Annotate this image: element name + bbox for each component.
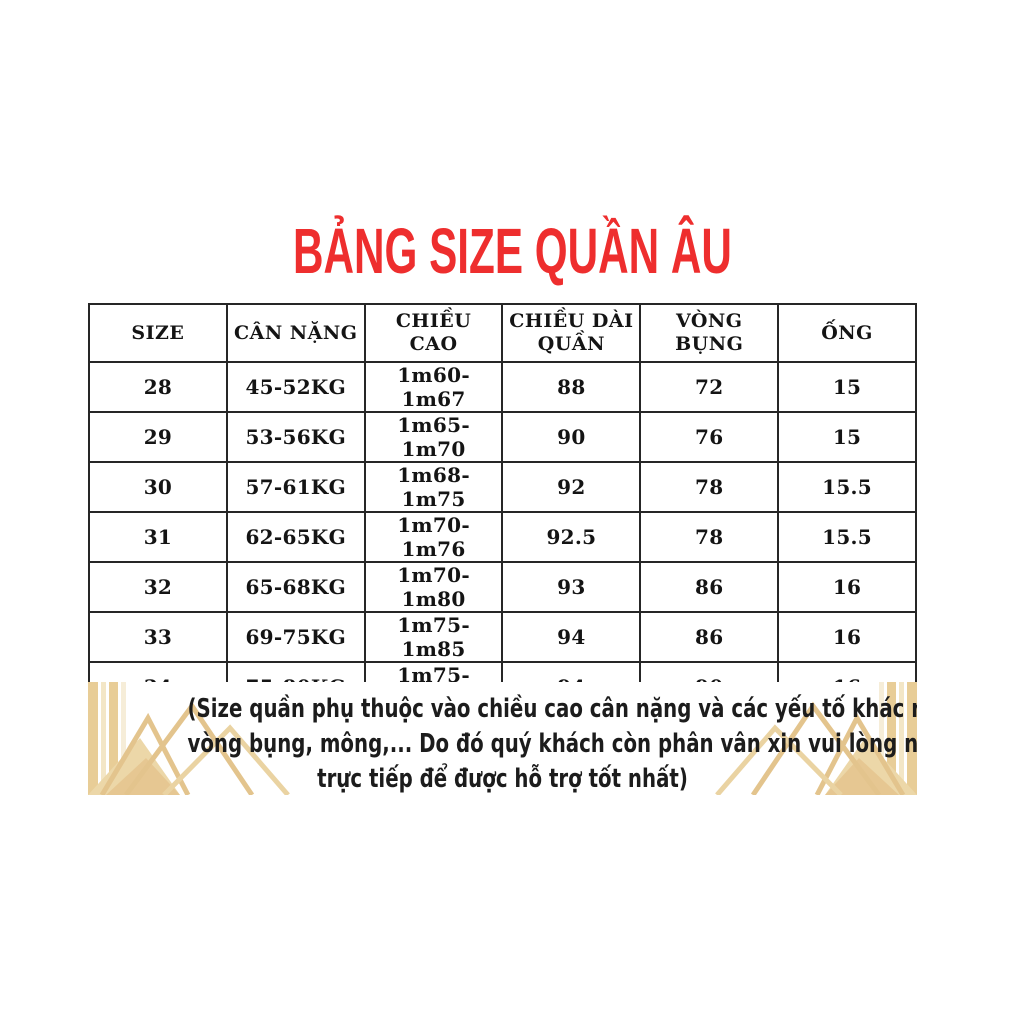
table-cell: 33 (88, 611, 228, 663)
table-row: 30 57-61KG 1m68-1m75 92 78 15.5 (88, 461, 917, 513)
table-cell: 16 (777, 611, 917, 663)
table-cell: 15.5 (777, 461, 917, 513)
header-cell-pant-length: CHIỀU DÀI QUẦN (501, 303, 642, 363)
gold-ornament-left-icon (88, 682, 290, 795)
page-title: BẢNG SIZE QUẦN ÂU (292, 215, 732, 287)
table-cell: 16 (777, 561, 917, 613)
table-row: 32 65-68KG 1m70-1m80 93 86 16 (88, 561, 917, 613)
page-title-wrap: BẢNG SIZE QUẦN ÂU (0, 216, 1024, 286)
note-band: (Size quần phụ thuộc vào chiều cao cân n… (88, 682, 917, 795)
size-note-line: trực tiếp để được hỗ trợ tốt nhất) (317, 764, 688, 794)
table-cell: 72 (639, 361, 780, 413)
table-cell: 86 (639, 561, 780, 613)
size-note-line: (Size quần phụ thuộc vào chiều cao cân n… (187, 694, 917, 724)
size-table: SIZE CÂN NẶNG CHIỀU CAO CHIỀU DÀI QUẦN V… (88, 303, 917, 713)
table-cell: 92 (501, 461, 642, 513)
table-cell: 15 (777, 361, 917, 413)
table-cell: 29 (88, 411, 228, 463)
table-cell: 93 (501, 561, 642, 613)
size-note-line: vòng bụng, mông,... Do đó quý khách còn … (187, 729, 917, 759)
table-cell: 1m65-1m70 (363, 411, 504, 463)
table-cell: 1m70-1m80 (363, 561, 504, 613)
header-cell-size: SIZE (88, 303, 228, 363)
table-cell: 92.5 (501, 511, 642, 563)
table-cell: 57-61KG (225, 461, 366, 513)
table-cell: 32 (88, 561, 228, 613)
table-cell: 1m68-1m75 (363, 461, 504, 513)
size-table-header: SIZE CÂN NẶNG CHIỀU CAO CHIỀU DÀI QUẦN V… (88, 303, 917, 363)
table-cell: 78 (639, 511, 780, 563)
table-cell: 53-56KG (225, 411, 366, 463)
table-cell: 1m75-1m85 (363, 611, 504, 663)
size-note: (Size quần phụ thuộc vào chiều cao cân n… (88, 682, 917, 795)
table-cell: 15 (777, 411, 917, 463)
header-cell-weight: CÂN NẶNG (225, 303, 366, 363)
table-cell: 90 (501, 411, 642, 463)
header-row: SIZE CÂN NẶNG CHIỀU CAO CHIỀU DÀI QUẦN V… (88, 303, 917, 363)
table-cell: 1m60-1m67 (363, 361, 504, 413)
table-cell: 78 (639, 461, 780, 513)
size-table-body: 28 45-52KG 1m60-1m67 88 72 15 29 53-56KG… (88, 361, 917, 713)
table-cell: 28 (88, 361, 228, 413)
table-cell: 69-75KG (225, 611, 366, 663)
table-row: 29 53-56KG 1m65-1m70 90 76 15 (88, 411, 917, 463)
table-cell: 88 (501, 361, 642, 413)
table-cell: 86 (639, 611, 780, 663)
table-cell: 65-68KG (225, 561, 366, 613)
table-cell: 15.5 (777, 511, 917, 563)
header-cell-height: CHIỀU CAO (363, 303, 504, 363)
table-row: 28 45-52KG 1m60-1m67 88 72 15 (88, 361, 917, 413)
table-cell: 94 (501, 611, 642, 663)
table-cell: 1m70-1m76 (363, 511, 504, 563)
table-cell: 62-65KG (225, 511, 366, 563)
header-cell-leg-opening: ỐNG (777, 303, 917, 363)
table-cell: 45-52KG (225, 361, 366, 413)
table-row: 33 69-75KG 1m75-1m85 94 86 16 (88, 611, 917, 663)
gold-ornament-right-icon (715, 682, 917, 795)
header-cell-waist: VÒNG BỤNG (639, 303, 780, 363)
table-cell: 30 (88, 461, 228, 513)
table-cell: 31 (88, 511, 228, 563)
table-cell: 76 (639, 411, 780, 463)
table-row: 31 62-65KG 1m70-1m76 92.5 78 15.5 (88, 511, 917, 563)
